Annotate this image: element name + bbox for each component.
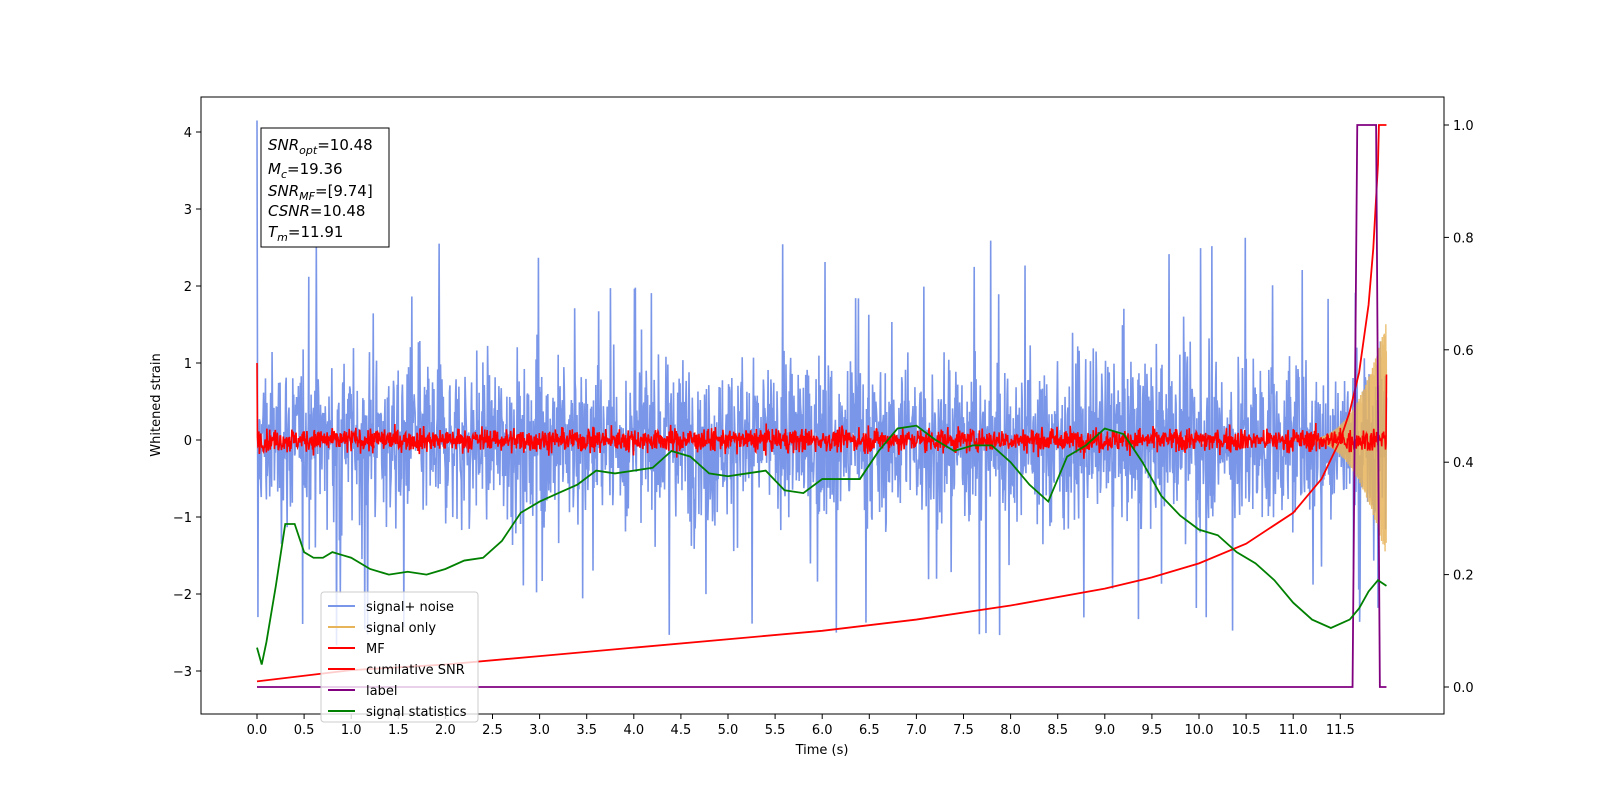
y-axis-right: 1.0 0.8 0.6 0.4 0.2 0.0 [1444, 119, 1474, 696]
series-mf-line [256, 362, 1388, 459]
x-tick-label: 0.5 [294, 723, 315, 738]
x-tick-label: 8.5 [1047, 723, 1068, 738]
series-label-line [257, 124, 1387, 688]
legend: signal+ noise signal only MF cumilative SNR… [320, 591, 479, 723]
x-tick-label: 7.5 [953, 723, 974, 738]
x-tick-label: 9.0 [1094, 723, 1115, 738]
x-tick-label: 0.0 [247, 723, 268, 738]
x-tick-label: 8.0 [1000, 723, 1021, 738]
x-tick-label: 6.5 [859, 723, 880, 738]
series-signal-noise-line [256, 120, 1388, 646]
x-tick-label: 5.5 [765, 723, 786, 738]
x-tick-label: 3.5 [576, 723, 597, 738]
annotation-snr-opt: SNRopt=10.48 [268, 136, 373, 157]
legend-entry: cumilative SNR [366, 663, 465, 678]
y-tick-label: 3 [184, 203, 192, 218]
legend-entry: label [366, 684, 397, 699]
x-tick-label: 1.5 [388, 723, 409, 738]
y-tick-label: −3 [173, 665, 192, 680]
y2-tick-label: 0.6 [1453, 344, 1474, 359]
x-tick-label: 7.0 [906, 723, 927, 738]
y-tick-label: 2 [184, 280, 192, 295]
annotation-box: SNRopt=10.48 Mc=19.36 SNRMF=[9.74] CSNR=… [260, 127, 390, 248]
x-tick-label: 11.5 [1326, 723, 1355, 738]
y-tick-label: −1 [173, 511, 192, 526]
series-signal-statistics [256, 424, 1387, 665]
y-tick-label: 1 [184, 357, 192, 372]
x-tick-label: 11.0 [1279, 723, 1308, 738]
annotation-tm: Tm=11.91 [268, 223, 343, 244]
annotation-snr-mf: SNRMF=[9.74] [268, 182, 373, 203]
x-tick-label: 4.0 [623, 723, 644, 738]
x-tick-label: 2.5 [482, 723, 503, 738]
legend-entry: signal+ noise [366, 600, 454, 615]
y2-tick-label: 1.0 [1453, 119, 1474, 134]
series-label [256, 124, 1387, 688]
y2-tick-label: 0.8 [1453, 231, 1474, 246]
series-mf [256, 362, 1388, 459]
y2-tick-label: 0.4 [1453, 456, 1474, 471]
legend-entry: signal only [366, 621, 436, 636]
x-tick-label: 3.0 [529, 723, 550, 738]
y2-tick-label: 0.0 [1453, 681, 1474, 696]
legend-entry: signal statistics [366, 705, 467, 720]
x-tick-label: 6.0 [812, 723, 833, 738]
annotation-mc: Mc=19.36 [268, 160, 343, 181]
y2-tick-label: 0.2 [1453, 569, 1474, 584]
y-axis-label: Whitened strain [149, 353, 164, 456]
series-signal-noise [256, 120, 1388, 646]
x-tick-label: 10.0 [1185, 723, 1214, 738]
plot-area [256, 120, 1388, 688]
y-tick-label: 4 [184, 126, 192, 141]
x-tick-label: 10.5 [1232, 723, 1261, 738]
y-tick-label: 0 [184, 434, 192, 449]
x-tick-label: 1.0 [341, 723, 362, 738]
y-tick-label: −2 [173, 588, 192, 603]
x-axis: 0.0 0.5 1.0 1.5 2.0 2.5 3.0 3.5 4.0 4.5 5.0 5.5 6.0 6… [247, 714, 1355, 738]
x-tick-label: 5.0 [718, 723, 739, 738]
legend-entry: MF [366, 642, 385, 657]
x-tick-label: 9.5 [1142, 723, 1163, 738]
y-axis-left: 4 3 2 1 0 −1 −2 −3 [173, 126, 201, 680]
x-axis-label: Time (s) [795, 743, 849, 758]
x-tick-label: 4.5 [671, 723, 692, 738]
x-tick-label: 2.0 [435, 723, 456, 738]
annotation-csnr: CSNR=10.48 [268, 202, 365, 220]
